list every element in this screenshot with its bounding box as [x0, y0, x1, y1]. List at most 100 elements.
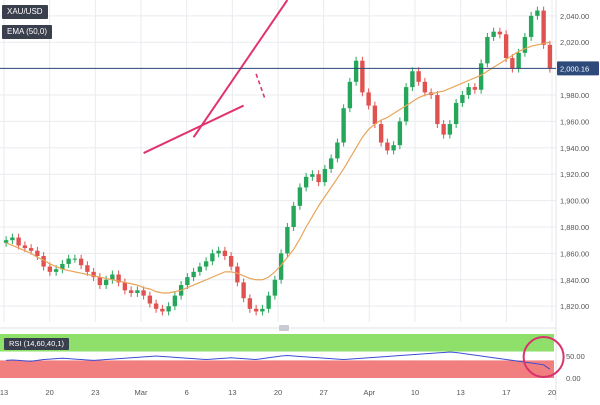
candle [310, 170, 315, 181]
candle [16, 233, 21, 250]
x-tick-label: 13 [0, 388, 8, 397]
candle-body [122, 282, 128, 291]
rsi-tick-label: 0.00 [566, 374, 581, 383]
candle-body [66, 258, 71, 264]
candle-body [316, 174, 321, 183]
candle [260, 304, 265, 316]
x-tick-label: 13 [456, 388, 464, 397]
candle [297, 183, 303, 210]
candle [216, 246, 221, 258]
price-tick-label: 2,040.00 [560, 12, 589, 21]
candle-body [141, 290, 146, 296]
candle-body [166, 306, 171, 312]
candle-body [347, 81, 353, 109]
candle [528, 11, 534, 41]
candle-body [360, 60, 365, 93]
candle [10, 233, 15, 245]
candle [147, 291, 153, 308]
ema-label: EMA (50,0) [2, 25, 53, 39]
candle [522, 32, 528, 57]
candle [328, 154, 334, 173]
candle-body [510, 58, 515, 69]
candle-body [147, 295, 153, 304]
x-tick-label: 17 [502, 388, 510, 397]
candle-body [397, 121, 403, 146]
rsi-highlight-circle [522, 336, 565, 378]
trendline [143, 104, 245, 154]
candle-body [410, 71, 415, 88]
candle-body [278, 253, 284, 280]
candle-body [28, 248, 34, 251]
candle-body [228, 256, 234, 267]
candle-body [466, 87, 471, 96]
candle-body [16, 237, 21, 246]
candle [360, 56, 365, 97]
candle-body [60, 263, 65, 270]
candle-body [453, 102, 459, 125]
candle [510, 54, 515, 73]
candle-body [460, 95, 465, 103]
candle [441, 120, 446, 139]
candle [366, 88, 371, 110]
candle [72, 254, 78, 263]
candle [491, 27, 496, 41]
x-tick-label: 20 [45, 388, 53, 397]
candle [228, 252, 234, 271]
candle [210, 249, 215, 266]
candle [416, 67, 421, 86]
candle [191, 267, 196, 282]
x-tick-label: 20 [274, 388, 282, 397]
candle-body [303, 176, 309, 188]
candle [303, 172, 309, 192]
candle-body [222, 250, 228, 257]
price-tick-label: 1,860.00 [560, 249, 589, 258]
candle-body [3, 240, 9, 243]
candle-body [35, 250, 40, 257]
candle-body [216, 250, 221, 254]
candle [478, 59, 484, 94]
candle-body [53, 269, 59, 272]
candle-body [472, 87, 478, 90]
price-tick-label: 1,980.00 [560, 91, 589, 100]
candle [141, 286, 146, 300]
candle [116, 270, 121, 287]
rsi-overbought-zone [0, 334, 554, 352]
candle-body [416, 71, 421, 82]
candle-body [310, 174, 315, 177]
candle [541, 6, 546, 49]
candle-body [78, 258, 84, 266]
candle-body [160, 308, 165, 312]
candle-body [197, 266, 203, 272]
candle [466, 83, 471, 99]
candle-body [435, 95, 440, 125]
candle-body [191, 271, 196, 278]
x-tick-label: 10 [411, 388, 419, 397]
candle [110, 270, 115, 284]
candle [222, 246, 228, 260]
candle-body [235, 266, 240, 283]
candle-body [241, 282, 246, 299]
candle [172, 291, 178, 311]
candle [353, 56, 359, 86]
symbol-label: XAU/USD [2, 5, 48, 19]
candle [497, 27, 503, 39]
candle [285, 223, 290, 258]
x-tick-label: 6 [185, 388, 189, 397]
price-tick-label: 1,940.00 [560, 144, 589, 153]
panel-resize-handle [279, 325, 289, 331]
candle [485, 32, 490, 68]
candle-body [491, 31, 496, 37]
candle-body [403, 87, 409, 122]
candle [472, 83, 478, 94]
candle [247, 294, 253, 313]
price-tick-label: 2,020.00 [560, 38, 589, 47]
candle [447, 120, 453, 139]
candle-body [266, 295, 271, 309]
candle-body [272, 279, 278, 296]
candle-body [247, 298, 253, 309]
candle [503, 30, 509, 63]
candle-body [253, 308, 259, 312]
candle-body [497, 31, 503, 35]
